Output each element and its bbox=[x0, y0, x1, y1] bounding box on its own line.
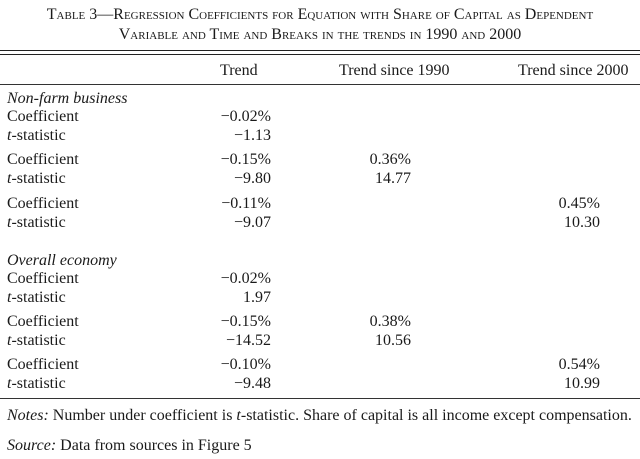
row-label: t-statistic bbox=[7, 375, 66, 393]
header-trend-since-2000: Trend since 2000 bbox=[518, 62, 629, 79]
cell-trend: −0.02% bbox=[220, 270, 271, 287]
cell-trend: −0.10% bbox=[220, 356, 271, 373]
header-rule bbox=[0, 84, 640, 85]
cell-trend: 1.97 bbox=[243, 289, 271, 306]
row-label-rest: -statistic bbox=[11, 127, 66, 144]
cell-trend: −0.15% bbox=[220, 313, 271, 330]
row-label-rest: -statistic bbox=[11, 289, 66, 306]
row-label: t-statistic bbox=[7, 289, 66, 307]
bottom-rule bbox=[0, 398, 640, 399]
row-label-rest: -statistic bbox=[11, 375, 66, 392]
top-double-rule bbox=[0, 50, 640, 55]
row-label-italic: t bbox=[7, 214, 12, 231]
row-label-italic: t bbox=[7, 127, 12, 144]
section-title: Overall economy bbox=[7, 252, 117, 269]
cell-trend: −14.52 bbox=[225, 332, 271, 349]
cell-trend: −0.15% bbox=[220, 151, 271, 168]
row-label-italic: t bbox=[7, 289, 12, 306]
header-trend: Trend bbox=[220, 62, 258, 79]
cell-trend: −0.02% bbox=[220, 108, 271, 125]
row-label: Coefficient bbox=[7, 108, 79, 125]
cell-trend: −9.80 bbox=[233, 170, 271, 187]
cell-since-1990: 0.38% bbox=[369, 313, 411, 330]
caption-line-1: Table 3—Regression Coefficients for Equa… bbox=[46, 6, 594, 23]
row-label-rest: -statistic bbox=[11, 170, 66, 187]
row-label: t-statistic bbox=[7, 332, 66, 350]
table-source: Source: Data from sources in Figure 5 bbox=[7, 437, 252, 455]
cell-since-2000: 10.99 bbox=[564, 375, 600, 392]
section-title: Non-farm business bbox=[7, 90, 128, 107]
row-label-italic: t bbox=[7, 170, 12, 187]
row-label: Coefficient bbox=[7, 313, 79, 330]
source-text: Data from sources in Figure 5 bbox=[56, 437, 252, 454]
notes-text-a: Number under coefficient is bbox=[48, 407, 237, 424]
cell-trend: −9.48 bbox=[233, 375, 271, 392]
cell-since-1990: 0.36% bbox=[369, 151, 411, 168]
row-label-rest: -statistic bbox=[11, 332, 66, 349]
row-label: Coefficient bbox=[7, 270, 79, 287]
row-label-rest: -statistic bbox=[11, 214, 66, 231]
source-label: Source: bbox=[7, 437, 57, 454]
caption-line-2: Variable and Time and Breaks in the tren… bbox=[118, 26, 522, 43]
row-label: Coefficient bbox=[7, 356, 79, 373]
cell-since-2000: 0.54% bbox=[558, 356, 600, 373]
row-label: Coefficient bbox=[7, 151, 79, 168]
notes-text-italic: t bbox=[236, 407, 241, 424]
cell-trend: −0.11% bbox=[221, 195, 271, 212]
row-label: t-statistic bbox=[7, 170, 66, 188]
table-caption: Table 3—Regression Coefficients for Equa… bbox=[0, 5, 640, 45]
cell-since-1990: 14.77 bbox=[375, 170, 411, 187]
table-notes: Notes: Number under coefficient is t-sta… bbox=[7, 407, 632, 425]
cell-trend: −9.07 bbox=[233, 214, 271, 231]
row-label-italic: t bbox=[7, 375, 12, 392]
cell-since-2000: 10.30 bbox=[564, 214, 600, 231]
row-label: t-statistic bbox=[7, 214, 66, 232]
header-trend-since-1990: Trend since 1990 bbox=[339, 62, 450, 79]
row-label: Coefficient bbox=[7, 195, 79, 212]
cell-since-1990: 10.56 bbox=[375, 332, 411, 349]
row-label: t-statistic bbox=[7, 127, 66, 145]
cell-trend: −1.13 bbox=[233, 127, 271, 144]
notes-text-b: -statistic. Share of capital is all inco… bbox=[240, 407, 632, 424]
notes-label: Notes: bbox=[7, 407, 49, 424]
row-label-italic: t bbox=[7, 332, 12, 349]
cell-since-2000: 0.45% bbox=[558, 195, 600, 212]
